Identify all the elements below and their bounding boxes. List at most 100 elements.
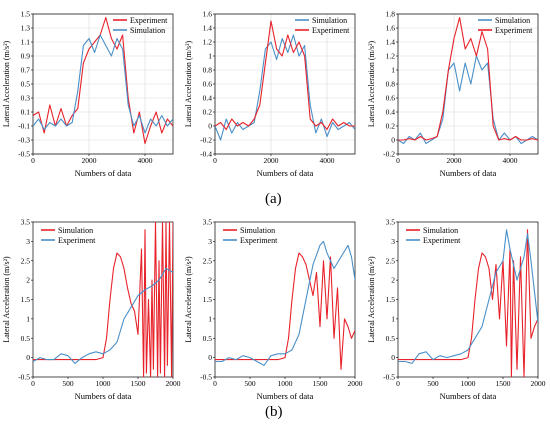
y-tick-label: 2 — [391, 276, 395, 285]
y-tick-label: -0.1 — [18, 122, 30, 131]
series-line-experiment — [215, 240, 355, 366]
y-tick-label: -0.5 — [200, 373, 212, 382]
y-tick-label: 2 — [26, 276, 30, 285]
x-tick-label: 2000 — [264, 156, 279, 165]
y-tick-label: 1 — [208, 314, 212, 323]
y-tick-label: 0.6 — [386, 94, 396, 103]
panel-label-a: (a) — [265, 191, 282, 207]
y-tick-label: 0.5 — [21, 80, 31, 89]
y-tick-label: 3 — [208, 237, 212, 246]
x-tick-label: 4000 — [503, 156, 518, 165]
series-line-simulation — [398, 55, 538, 145]
chart-5: -0.500.511.522.533.50 500 1000 1500 2000Numb… — [184, 218, 363, 402]
legend-label: Experiment — [58, 236, 96, 245]
legend-label: Simulation — [423, 226, 458, 235]
y-tick-label: 0 — [208, 122, 212, 131]
y-tick-label: 0.5 — [21, 334, 31, 343]
series-line-experiment — [33, 16, 173, 145]
y-tick-label: 0.9 — [21, 52, 31, 61]
series-line-simulation — [215, 252, 355, 370]
x-tick-label: 2000 — [82, 156, 97, 165]
y-tick-label: -0.5 — [18, 373, 30, 382]
x-tick-label: 2000 — [166, 379, 181, 388]
y-tick-label: 0.4 — [203, 94, 213, 103]
chart-6: -0.500.511.522.533.50 500 1000 1500 2000Numb… — [367, 218, 546, 402]
y-tick-label: 3.5 — [21, 218, 31, 227]
y-tick-label: 3 — [391, 237, 395, 246]
x-tick-label: 0 — [396, 379, 400, 388]
y-tick-label: -0.5 — [18, 150, 30, 159]
legend-label: Simulation — [58, 226, 93, 235]
y-tick-label: 1.1 — [21, 38, 31, 47]
panel-label-b: (b) — [265, 404, 283, 420]
y-axis-title: Lateral Acceleration (m/s²) — [2, 40, 11, 127]
y-tick-label: 0 — [391, 353, 395, 362]
x-tick-label: 1500 — [496, 379, 511, 388]
series-line-experiment — [398, 229, 538, 364]
chart-2: -0.4 -0.2 0 0.2 0.4 0.6 0.8 1 1.2 1.4 1.6 0 2000 4000… — [184, 10, 356, 178]
y-tick-label: 1.4 — [386, 38, 396, 47]
legend-label: Experiment — [240, 236, 278, 245]
y-tick-label: 0.2 — [203, 108, 213, 117]
x-axis-title: Numbers of data — [75, 168, 132, 178]
y-tick-label: 1.2 — [203, 38, 213, 47]
chart-3: -0.200.20.40.60.811.21.41.61.80 2000 4000N… — [367, 10, 539, 178]
y-tick-label: 3.5 — [203, 218, 213, 227]
x-tick-label: 1000 — [461, 379, 476, 388]
x-tick-label: 0 — [396, 156, 400, 165]
y-tick-label: 1.3 — [21, 24, 31, 33]
x-tick-label: 2000 — [447, 156, 462, 165]
y-tick-label: 1.2 — [386, 52, 396, 61]
y-axis-title: Lateral Acceleration (m/s²) — [367, 40, 376, 127]
x-tick-label: 0 — [213, 379, 217, 388]
y-tick-label: 0.7 — [21, 66, 31, 75]
y-tick-label: 0.8 — [386, 80, 396, 89]
x-axis-title: Numbers of data — [257, 168, 314, 178]
y-tick-label: 1 — [391, 314, 395, 323]
y-axis-title: Lateral Acceleration (m/s²) — [367, 256, 376, 343]
y-tick-label: 0.5 — [203, 334, 213, 343]
y-tick-label: 2.5 — [386, 256, 396, 265]
y-tick-label: -0.4 — [200, 150, 212, 159]
y-axis-title: Lateral Acceleration (m/s²) — [184, 40, 193, 127]
y-tick-label: 1 — [208, 52, 212, 61]
series-line-simulation — [33, 34, 173, 134]
y-tick-label: 1 — [26, 314, 30, 323]
x-axis-title: Numbers of data — [440, 168, 497, 178]
series-line-experiment — [215, 20, 355, 131]
y-tick-label: 1.5 — [21, 295, 31, 304]
y-tick-label: 2.5 — [203, 256, 213, 265]
series-line-experiment — [398, 16, 538, 141]
x-tick-label: 1500 — [313, 379, 328, 388]
y-tick-label: 0 — [208, 353, 212, 362]
x-tick-label: 0 — [213, 156, 217, 165]
y-tick-label: 0.5 — [386, 334, 396, 343]
legend-label: Experiment — [495, 26, 533, 35]
y-tick-label: -0.5 — [383, 373, 395, 382]
x-tick-label: 2000 — [348, 379, 363, 388]
x-axis-title: Numbers of data — [440, 391, 497, 401]
x-tick-label: 0 — [31, 156, 35, 165]
legend-label: Simulation — [130, 26, 165, 35]
x-axis-title: Numbers of data — [257, 391, 314, 401]
y-tick-label: -0.2 — [200, 136, 212, 145]
y-tick-label: 1.8 — [386, 10, 396, 19]
x-tick-label: 2000 — [531, 379, 546, 388]
series-line-simulation — [398, 229, 538, 377]
legend-label: Simulation — [312, 16, 347, 25]
y-tick-label: 0.1 — [21, 108, 31, 117]
x-tick-label: 0 — [31, 379, 35, 388]
y-tick-label: 1.6 — [386, 24, 396, 33]
legend-label: Experiment — [312, 26, 350, 35]
y-tick-label: 2.5 — [21, 256, 31, 265]
y-tick-label: 0.2 — [386, 122, 396, 131]
x-tick-label: 4000 — [138, 156, 153, 165]
chart-4: -0.500.511.522.533.50 500 1000 1500 2000Numb… — [2, 218, 181, 402]
y-tick-label: 1 — [391, 66, 395, 75]
y-tick-label: -0.3 — [18, 136, 30, 145]
chart-1: -0.5 -0.3 -0.1 0.1 0.3 0.5 0.7 0.9 1.1 1.3 1.5 0 200… — [2, 10, 174, 178]
x-tick-label: 1500 — [131, 379, 146, 388]
y-tick-label: 2 — [208, 276, 212, 285]
series-line-simulation — [33, 222, 173, 377]
